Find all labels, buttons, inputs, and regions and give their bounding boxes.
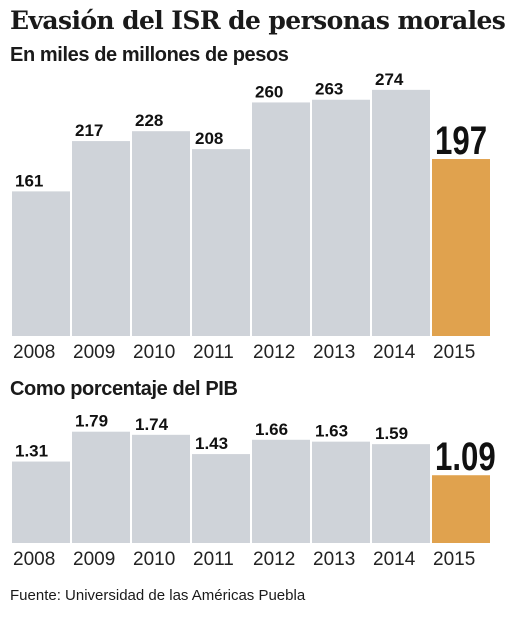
value-label-1-2015: 197	[435, 118, 487, 163]
value-label-2-2008: 1.31	[15, 442, 48, 461]
chart-2-subtitle: Como porcentaje del PIB	[10, 378, 238, 400]
value-label-1-2013: 263	[315, 80, 343, 99]
bar-2-2013	[312, 441, 370, 543]
bar-2-2009	[72, 431, 130, 543]
tick-label-2-2008: 2008	[13, 549, 55, 570]
value-label-1-2014: 274	[375, 70, 404, 89]
chart-1-subtitle: En miles de millones de pesos	[10, 44, 289, 66]
tick-label-1-2014: 2014	[373, 342, 416, 363]
value-label-2-2010: 1.74	[135, 415, 169, 434]
bar-1-2009	[72, 141, 130, 336]
tick-label-1-2013: 2013	[313, 342, 355, 363]
tick-label-1-2015: 2015	[433, 342, 475, 363]
bar-2-2010	[132, 434, 190, 543]
source-note: Fuente: Universidad de las Américas Pueb…	[10, 587, 306, 604]
bar-1-2012	[252, 102, 310, 337]
tick-label-2-2010: 2010	[133, 549, 175, 570]
bar-2-2011	[192, 454, 250, 543]
bar-1-2010	[132, 131, 190, 336]
value-label-2-2012: 1.66	[255, 420, 288, 439]
value-label-2-2009: 1.79	[75, 412, 108, 431]
value-label-2-2014: 1.59	[375, 424, 408, 443]
tick-label-1-2010: 2010	[133, 342, 175, 363]
tick-label-2-2012: 2012	[253, 549, 295, 570]
bar-1-2015	[432, 159, 490, 336]
value-label-1-2009: 217	[75, 121, 103, 140]
page-title: Evasión del ISR de personas morales	[10, 6, 506, 35]
value-label-1-2010: 228	[135, 111, 163, 130]
tick-label-1-2009: 2009	[73, 342, 115, 363]
bar-2-2014	[372, 444, 430, 543]
isr-evasion-pesos-chart: 161 2008 217 2009 228 2010 208 2011 260 2012 263 20…	[12, 70, 490, 363]
bar-1-2013	[312, 99, 370, 337]
tick-label-2-2009: 2009	[73, 549, 115, 570]
tick-label-1-2012: 2012	[253, 342, 295, 363]
tick-label-1-2011: 2011	[193, 342, 234, 363]
value-label-1-2012: 260	[255, 82, 283, 101]
bar-2-2015	[432, 475, 490, 543]
value-label-2-2013: 1.63	[315, 422, 348, 441]
tick-label-2-2011: 2011	[193, 549, 234, 570]
tick-label-2-2014: 2014	[373, 549, 416, 570]
value-label-2-2015: 1.09	[435, 435, 496, 480]
value-label-1-2008: 161	[15, 171, 43, 190]
bar-2-2008	[12, 461, 70, 543]
value-label-1-2011: 208	[195, 129, 223, 148]
bar-1-2008	[12, 191, 70, 336]
isr-evasion-pib-chart: 1.31 2008 1.79 2009 1.74 2010 1.43 2011 1.66 2012…	[12, 412, 496, 570]
bar-2-2012	[252, 439, 310, 543]
bar-1-2011	[192, 149, 250, 336]
bar-1-2014	[372, 89, 430, 336]
tick-label-2-2015: 2015	[433, 549, 475, 570]
tick-label-2-2013: 2013	[313, 549, 355, 570]
value-label-2-2011: 1.43	[195, 434, 228, 453]
tick-label-1-2008: 2008	[13, 342, 55, 363]
